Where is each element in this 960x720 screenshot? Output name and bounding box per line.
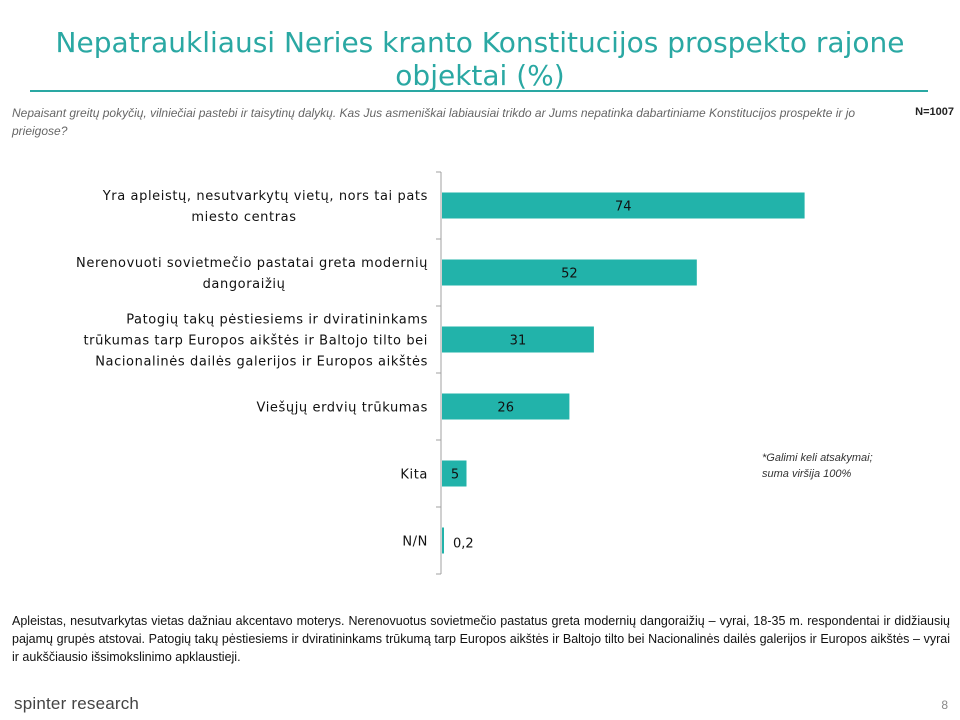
bar xyxy=(442,259,697,286)
category-label: Nacionalinės dailės galerijos ir Europos… xyxy=(95,355,428,370)
page-number: 8 xyxy=(941,698,948,712)
bar xyxy=(442,460,467,487)
data-label: 26 xyxy=(497,401,514,416)
category-label: Kita xyxy=(400,468,428,483)
data-label: 31 xyxy=(510,334,527,349)
category-label: N/N xyxy=(402,535,428,550)
title-divider xyxy=(30,90,928,92)
chart-title: Nepatraukliausi Neries kranto Konstituci… xyxy=(55,26,905,92)
bar xyxy=(442,192,805,219)
data-label: 5 xyxy=(451,468,459,483)
bar xyxy=(442,326,594,353)
category-label: miesto centras xyxy=(191,210,296,225)
bar-chart: 74 Yra apleistų, nesutvarkytų vietų, nors… xyxy=(76,171,805,575)
data-label: 52 xyxy=(561,267,578,282)
summary-text: Apleistas, nesutvarkytas vietas dažniau … xyxy=(12,614,950,664)
category-label: trūkumas tarp Europos aikštės ir Baltojo… xyxy=(83,334,428,349)
category-label: Viešųjų erdvių trūkumas xyxy=(256,401,428,416)
survey-question: Nepaisant greitų pokyčių, vilniečiai pas… xyxy=(12,106,856,138)
note-line-2: suma viršija 100% xyxy=(762,468,852,480)
category-label: Nerenovuoti sovietmečio pastatai greta m… xyxy=(76,256,428,271)
category-label: Yra apleistų, nesutvarkytų vietų, nors t… xyxy=(102,189,428,204)
bar xyxy=(442,393,570,420)
bar xyxy=(442,527,444,554)
category-label: dangoraižių xyxy=(203,277,286,292)
category-label: Patogių takų pėstiesiems ir dviratininka… xyxy=(126,313,428,328)
sample-size: N=1007 xyxy=(915,106,954,118)
data-label: 74 xyxy=(615,200,632,215)
multiple-answers-note: *Galimi keli atsakymai; suma viršija 100… xyxy=(762,450,952,482)
note-line-1: *Galimi keli atsakymai; xyxy=(762,452,873,464)
brand-logo-text: spinter research xyxy=(14,694,140,713)
data-label: 0,2 xyxy=(453,537,474,552)
